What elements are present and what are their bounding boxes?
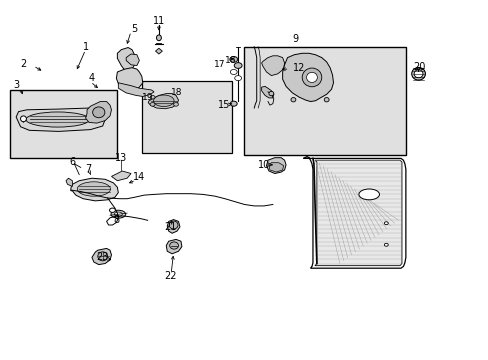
Ellipse shape [114, 212, 122, 216]
Ellipse shape [234, 76, 241, 81]
Polygon shape [71, 178, 118, 201]
Ellipse shape [169, 221, 178, 229]
Ellipse shape [20, 116, 26, 122]
Polygon shape [92, 248, 111, 265]
Ellipse shape [306, 72, 317, 82]
Text: 14: 14 [133, 172, 145, 183]
Text: 11: 11 [152, 16, 165, 26]
Text: 23: 23 [96, 252, 109, 262]
Ellipse shape [268, 91, 273, 96]
Ellipse shape [173, 103, 178, 106]
Ellipse shape [150, 103, 155, 106]
Text: 15: 15 [217, 100, 230, 111]
Text: 6: 6 [69, 157, 75, 167]
Polygon shape [116, 68, 142, 91]
Text: 1: 1 [82, 42, 88, 52]
Ellipse shape [153, 95, 174, 107]
Text: 18: 18 [171, 88, 183, 97]
Polygon shape [111, 171, 131, 181]
Ellipse shape [384, 222, 387, 225]
Text: 16: 16 [224, 56, 236, 65]
Text: 2: 2 [20, 59, 26, 69]
Ellipse shape [324, 98, 328, 102]
Ellipse shape [234, 63, 242, 68]
Ellipse shape [98, 252, 107, 261]
Ellipse shape [290, 98, 295, 102]
Ellipse shape [229, 57, 237, 62]
Ellipse shape [230, 101, 237, 106]
Text: 21: 21 [163, 222, 176, 232]
Text: 13: 13 [115, 153, 127, 163]
Text: 8: 8 [113, 215, 119, 225]
Polygon shape [66, 178, 72, 186]
Text: 4: 4 [88, 73, 94, 83]
Ellipse shape [169, 242, 178, 249]
Polygon shape [126, 54, 139, 66]
Ellipse shape [77, 182, 110, 196]
Ellipse shape [93, 107, 104, 118]
Ellipse shape [111, 210, 125, 218]
Text: 5: 5 [131, 24, 137, 34]
Ellipse shape [26, 112, 89, 127]
Polygon shape [268, 163, 283, 172]
Text: 7: 7 [85, 164, 91, 174]
Ellipse shape [150, 95, 155, 99]
Text: 19: 19 [142, 93, 153, 102]
Polygon shape [266, 158, 285, 174]
Polygon shape [314, 160, 401, 266]
Polygon shape [167, 220, 180, 233]
Ellipse shape [109, 208, 115, 212]
Text: 10: 10 [257, 159, 270, 170]
Polygon shape [261, 86, 273, 98]
Text: 3: 3 [14, 80, 20, 90]
Polygon shape [155, 48, 162, 54]
Ellipse shape [384, 243, 387, 246]
Polygon shape [118, 83, 154, 96]
Polygon shape [148, 94, 178, 109]
Polygon shape [117, 48, 134, 72]
Ellipse shape [411, 68, 425, 80]
Polygon shape [261, 56, 284, 76]
Text: 20: 20 [412, 62, 425, 72]
Polygon shape [282, 53, 333, 102]
Bar [244, 47, 405, 155]
Text: 22: 22 [163, 271, 176, 282]
Ellipse shape [156, 35, 161, 41]
Bar [10, 90, 117, 158]
Ellipse shape [358, 189, 379, 200]
Polygon shape [303, 157, 405, 268]
Text: 17: 17 [214, 60, 225, 69]
Text: 9: 9 [292, 33, 298, 44]
Polygon shape [85, 102, 111, 123]
Polygon shape [166, 239, 182, 254]
Bar [142, 81, 232, 153]
Ellipse shape [230, 69, 237, 75]
Text: 12: 12 [292, 63, 305, 73]
Ellipse shape [413, 70, 422, 78]
Polygon shape [16, 108, 105, 131]
Ellipse shape [302, 68, 321, 87]
